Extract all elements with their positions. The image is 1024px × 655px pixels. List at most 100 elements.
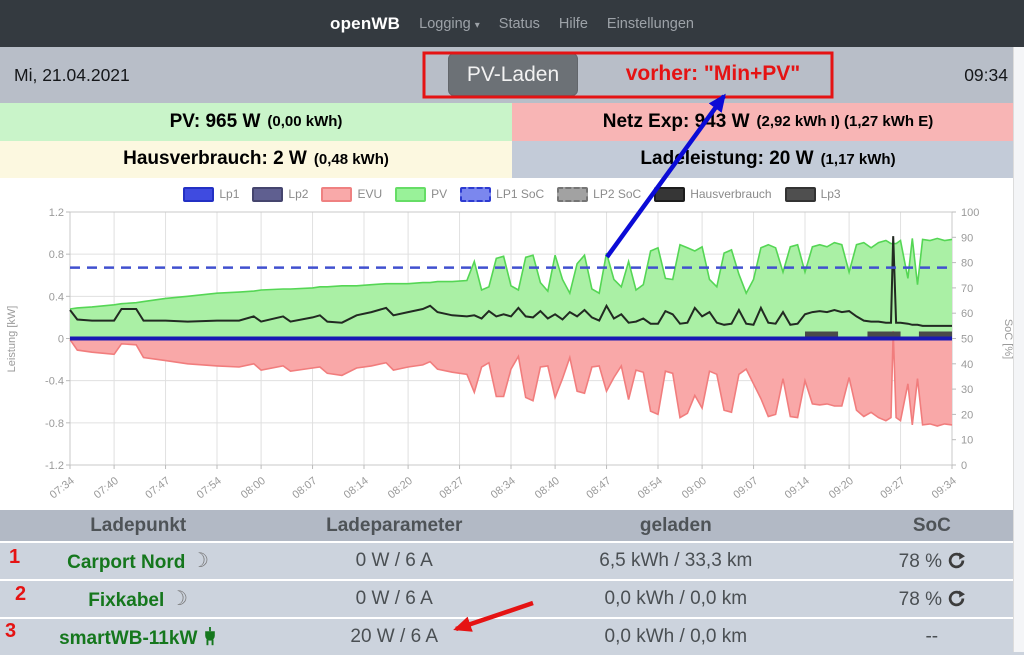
col-ladepunkt: Ladepunkt — [90, 514, 187, 536]
nav-status[interactable]: Status — [498, 15, 540, 32]
refresh-icon[interactable] — [948, 552, 965, 574]
svg-text:0.8: 0.8 — [49, 249, 64, 261]
svg-text:40: 40 — [961, 359, 973, 371]
svg-text:70: 70 — [961, 283, 973, 295]
legend-item[interactable]: LP1 SoC — [460, 186, 545, 202]
power-chart: 1.2 0.8 0.4 0 -0.4 -0.8 -1.2 100 90 80 70 60 50 40 30 2… — [6, 207, 1014, 501]
svg-text:90: 90 — [961, 232, 973, 244]
chargepoint-cell: smartWB-11kW — [0, 625, 276, 650]
scrollbar-track[interactable] — [1013, 47, 1024, 652]
svg-text:08:34: 08:34 — [489, 475, 518, 501]
legend-swatch — [654, 186, 686, 202]
legend-label: LP1 SoC — [496, 187, 545, 201]
svg-text:80: 80 — [961, 258, 973, 270]
house-energy: (0,48 kWh) — [313, 150, 389, 168]
svg-text:60: 60 — [961, 308, 973, 320]
svg-text:08:54: 08:54 — [636, 475, 665, 501]
svg-text:30: 30 — [961, 384, 973, 396]
chart-panel: Lp1 Lp2 EVU PV LP1 SoC LP2 SoC Hausverbrauch Lp… — [0, 178, 1024, 510]
soc-cell: -- — [840, 626, 1024, 648]
soc-cell: 78 % — [840, 550, 1024, 573]
svg-text:09:27: 09:27 — [878, 475, 907, 501]
svg-text:-1.2: -1.2 — [45, 460, 64, 472]
refresh-icon[interactable] — [948, 590, 965, 612]
legend-swatch — [784, 186, 816, 202]
col-ladeparameter: Ladeparameter — [326, 514, 463, 536]
svg-text:09:07: 09:07 — [731, 475, 760, 501]
soc-cell: 78 % — [840, 588, 1024, 611]
svg-text:20: 20 — [961, 409, 973, 421]
charged-amount: 0,0 kWh / 0,0 km — [604, 626, 748, 647]
chargepoint-name: Carport Nord — [67, 551, 186, 573]
nav-logging-label: Logging — [419, 15, 471, 32]
svg-text:0.4: 0.4 — [49, 291, 64, 303]
svg-text:-0.4: -0.4 — [45, 376, 64, 388]
charge-mode-button[interactable]: PV-Laden — [448, 53, 578, 96]
legend-swatch — [183, 186, 215, 202]
pv-status-cell: PV: 965 W (0,00 kWh) — [0, 103, 512, 141]
svg-text:08:14: 08:14 — [342, 475, 371, 501]
charged-amount: 6,5 kWh / 33,3 km — [599, 550, 753, 571]
svg-text:0: 0 — [961, 460, 967, 472]
haus-status-cell: Hausverbrauch: 2 W (0,48 kWh) — [0, 140, 512, 178]
svg-text:-0.8: -0.8 — [45, 418, 64, 430]
soc-value: -- — [925, 626, 939, 647]
legend-label: EVU — [357, 187, 383, 201]
legend-label: Hausverbrauch — [690, 187, 772, 201]
charge-power: Ladeleistung: 20 W — [640, 148, 814, 170]
table-row: smartWB-11kW 20 W / 6 A 0,0 kWh / 0,0 km… — [0, 617, 1024, 655]
legend-item[interactable]: EVU — [321, 186, 383, 202]
legend-item[interactable]: LP2 SoC — [557, 186, 641, 202]
svg-text:08:27: 08:27 — [437, 475, 466, 501]
legend-item[interactable]: Lp3 — [784, 186, 841, 202]
table-header-row: Ladepunkt Ladeparameter geladen SoC — [0, 510, 1024, 541]
svg-text:10: 10 — [961, 435, 973, 447]
col-soc: SoC — [912, 514, 951, 536]
svg-text:50: 50 — [961, 334, 973, 346]
date-label: Mi, 21.04.2021 — [14, 64, 130, 85]
legend-swatch — [321, 186, 353, 202]
legend-swatch — [395, 186, 427, 202]
legend-item[interactable]: Lp1 — [183, 186, 239, 202]
nav-logging[interactable]: Logging ▾ — [419, 16, 480, 32]
svg-text:08:00: 08:00 — [239, 475, 268, 501]
charge-params: 0 W / 6 A — [355, 588, 433, 609]
clock-label: 09:34 — [964, 64, 1008, 85]
app-brand: openWB — [330, 13, 401, 33]
grid-power: Netz Exp: 943 W — [602, 110, 750, 132]
svg-text:1.2: 1.2 — [49, 207, 64, 219]
chargepoint-cell: Carport Nord ☾ — [0, 549, 276, 574]
legend-swatch — [557, 186, 589, 202]
col-geladen: geladen — [639, 514, 712, 536]
legend-item[interactable]: PV — [395, 186, 447, 202]
svg-text:09:34: 09:34 — [930, 475, 959, 501]
chart-legend: Lp1 Lp2 EVU PV LP1 SoC LP2 SoC Hausverbrauch Lp… — [0, 182, 1024, 206]
nav-einstellungen[interactable]: Einstellungen — [606, 15, 694, 32]
nav-hilfe[interactable]: Hilfe — [558, 15, 588, 32]
status-header: Mi, 21.04.2021 PV-Laden 09:34 — [0, 47, 1024, 103]
house-power: Hausverbrauch: 2 W — [123, 148, 307, 170]
charged-amount: 0,0 kWh / 0,0 km — [604, 588, 748, 609]
pv-energy: (0,00 kWh) — [267, 113, 343, 131]
legend-item[interactable]: Hausverbrauch — [654, 186, 772, 202]
soc-value: 78 % — [898, 550, 942, 572]
netz-status-cell: Netz Exp: 943 W (2,92 kWh I) (1,27 kWh E… — [512, 103, 1024, 141]
legend-item[interactable]: Lp2 — [252, 186, 308, 202]
charge-params: 20 W / 6 A — [350, 626, 439, 647]
charge-params: 0 W / 6 A — [355, 550, 433, 571]
chargepoint-cell: Fixkabel ☾ — [0, 587, 276, 612]
svg-text:07:40: 07:40 — [92, 475, 121, 501]
moon-icon: ☾ — [170, 587, 189, 610]
charge-energy: (1,17 kWh) — [820, 150, 896, 168]
table-row: Carport Nord ☾ 0 W / 6 A 6,5 kWh / 33,3 k… — [0, 541, 1024, 579]
chargepoint-table: Ladepunkt Ladeparameter geladen SoC Carp… — [0, 510, 1024, 655]
svg-text:100: 100 — [961, 207, 979, 219]
grid-energy: (2,92 kWh I) (1,27 kWh E) — [756, 113, 934, 131]
soc-value: 78 % — [898, 588, 942, 610]
svg-text:Leistung [kW]: Leistung [kW] — [6, 306, 18, 373]
pv-power: PV: 965 W — [169, 110, 261, 132]
svg-text:08:47: 08:47 — [584, 475, 613, 501]
chargepoint-name: Fixkabel — [88, 589, 165, 611]
lade-status-cell: Ladeleistung: 20 W (1,17 kWh) — [512, 140, 1024, 178]
